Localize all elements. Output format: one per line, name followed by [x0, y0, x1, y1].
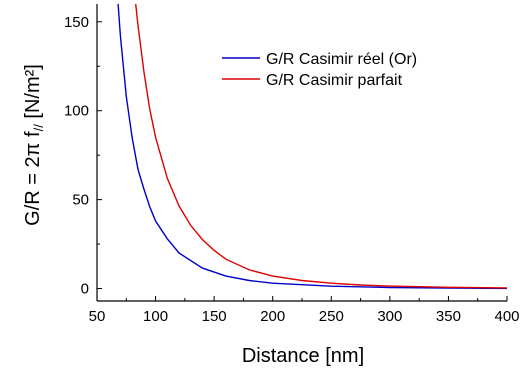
- x-tick-label: 100: [143, 308, 168, 325]
- y-axis-title-pi: π: [22, 143, 44, 157]
- x-tick-label: 150: [202, 308, 227, 325]
- plot-area: [117, 4, 507, 290]
- y-tick-label: 0: [81, 281, 89, 298]
- legend-label-1: G/R Casimir réel (Or): [266, 51, 417, 68]
- y-axis-title-unit: [N/m²]: [22, 64, 44, 124]
- y-tick-label: 100: [64, 103, 89, 120]
- x-tick-label: 400: [494, 308, 519, 325]
- y-axis-title-prefix: G/R = 2: [22, 156, 44, 225]
- y-axis-title-f: f: [22, 131, 44, 143]
- y-axis-title-subscript: //: [31, 124, 46, 132]
- series-line-1: [117, 4, 507, 290]
- x-tick-label: 300: [377, 308, 402, 325]
- x-tick-label: 200: [260, 308, 285, 325]
- y-tick-label: 150: [64, 14, 89, 31]
- y-tick-label: 50: [72, 192, 89, 209]
- series-line-2: [135, 4, 507, 289]
- x-tick-label: 50: [89, 308, 106, 325]
- y-axis-title: G/R = 2π f// [N/m²]: [22, 64, 46, 226]
- x-axis-title: Distance [nm]: [242, 345, 364, 367]
- legend: G/R Casimir réel (Or) G/R Casimir parfait: [222, 51, 417, 89]
- legend-label-2: G/R Casimir parfait: [266, 72, 403, 89]
- x-tick-label: 350: [436, 308, 461, 325]
- x-tick-label: 250: [319, 308, 344, 325]
